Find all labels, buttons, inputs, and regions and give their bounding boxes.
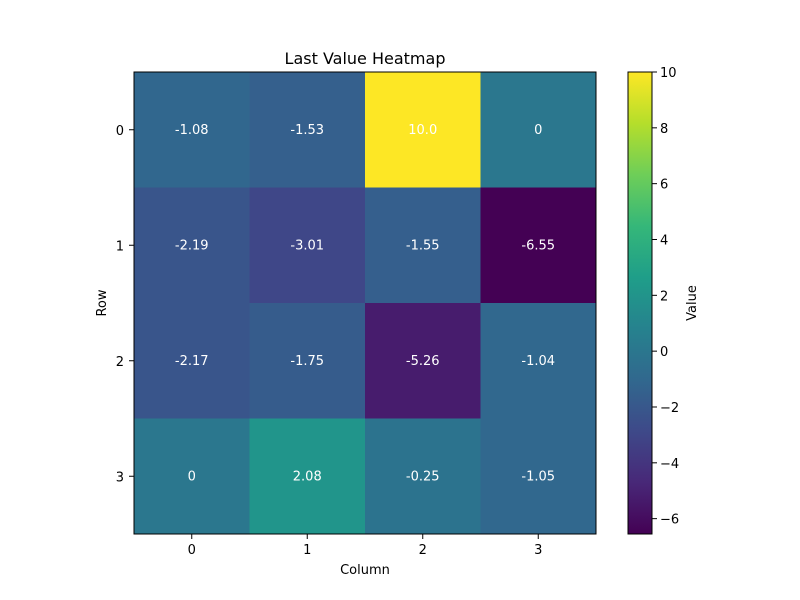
- cell-value-label: -1.05: [521, 469, 555, 484]
- heatmap-cell: [249, 418, 366, 535]
- cell-value-label: 10.0: [408, 123, 437, 138]
- cell-value-label: -1.04: [521, 354, 555, 369]
- colorbar-tick-label: 6: [660, 178, 668, 193]
- cell-value-label: -2.19: [175, 238, 209, 253]
- x-tick-label: 2: [419, 543, 427, 558]
- colorbar-label: Value: [685, 285, 700, 321]
- heatmap-cell: [134, 72, 250, 188]
- colorbar-tick-label: 10: [660, 66, 677, 81]
- x-axis-ticks: 0 1 2 3: [188, 534, 542, 558]
- heatmap-cell: [365, 72, 481, 188]
- heatmap-cell: [365, 418, 481, 535]
- heatmap-cell: [249, 187, 366, 304]
- colorbar-tick-label: 2: [660, 289, 668, 304]
- heatmap-cell: [134, 187, 250, 304]
- heatmap-cell: [480, 303, 597, 419]
- x-tick-label: 1: [303, 543, 311, 558]
- cell-value-label: 0: [534, 123, 542, 138]
- chart-title: Last Value Heatmap: [285, 49, 446, 68]
- colorbar-tick-label: −6: [660, 513, 679, 528]
- y-tick-label: 0: [116, 124, 124, 139]
- colorbar: [627, 71, 653, 535]
- plot-frame: [133, 71, 597, 535]
- x-tick-label: 3: [534, 543, 542, 558]
- cell-value-label: -2.17: [175, 354, 209, 369]
- cell-value-label: -3.01: [290, 238, 324, 253]
- colorbar-tick-label: 4: [660, 233, 668, 248]
- heatmap-cell: [249, 303, 366, 419]
- colorbar-ticks: −6 −4 −2 0 2 4 6 8 10: [652, 66, 679, 528]
- heatmap-cell: [134, 303, 250, 419]
- colorbar-tick-label: −4: [660, 457, 679, 472]
- heatmap-cell: [480, 418, 597, 535]
- y-axis-ticks: 0 1 2 3: [116, 124, 134, 485]
- colorbar-tick-label: 0: [660, 345, 668, 360]
- heatmap-cell: [480, 72, 597, 188]
- cell-value-label: -1.55: [406, 238, 440, 253]
- heatmap-cell: [365, 187, 481, 304]
- x-tick-label: 0: [188, 543, 196, 558]
- cell-value-label: -1.08: [175, 123, 209, 138]
- x-axis-label: Column: [340, 563, 390, 578]
- heatmap-cells: [134, 72, 597, 535]
- cell-value-label: -1.53: [290, 123, 324, 138]
- cell-value-label: -5.26: [406, 354, 440, 369]
- colorbar-tick-label: 8: [660, 122, 668, 137]
- cell-value-label: 2.08: [293, 469, 322, 484]
- heatmap-cell: [480, 187, 597, 304]
- cell-value-label: -6.55: [521, 238, 555, 253]
- y-tick-label: 2: [116, 355, 124, 370]
- cell-value-label: -0.25: [406, 469, 440, 484]
- y-tick-label: 1: [116, 239, 124, 254]
- heatmap-cell: [134, 418, 250, 535]
- colorbar-tick-label: −2: [660, 401, 679, 416]
- cell-value-label: -1.75: [290, 354, 324, 369]
- heatmap-cell: [365, 303, 481, 419]
- heatmap-cell-labels: -1.08 -1.53 10.0 0 -2.19 -3.01 -1.55 -6.55 -2.17…: [175, 123, 555, 485]
- y-axis-label: Row: [95, 289, 110, 316]
- y-tick-label: 3: [116, 470, 124, 485]
- cell-value-label: 0: [188, 469, 196, 484]
- heatmap-cell: [249, 72, 366, 188]
